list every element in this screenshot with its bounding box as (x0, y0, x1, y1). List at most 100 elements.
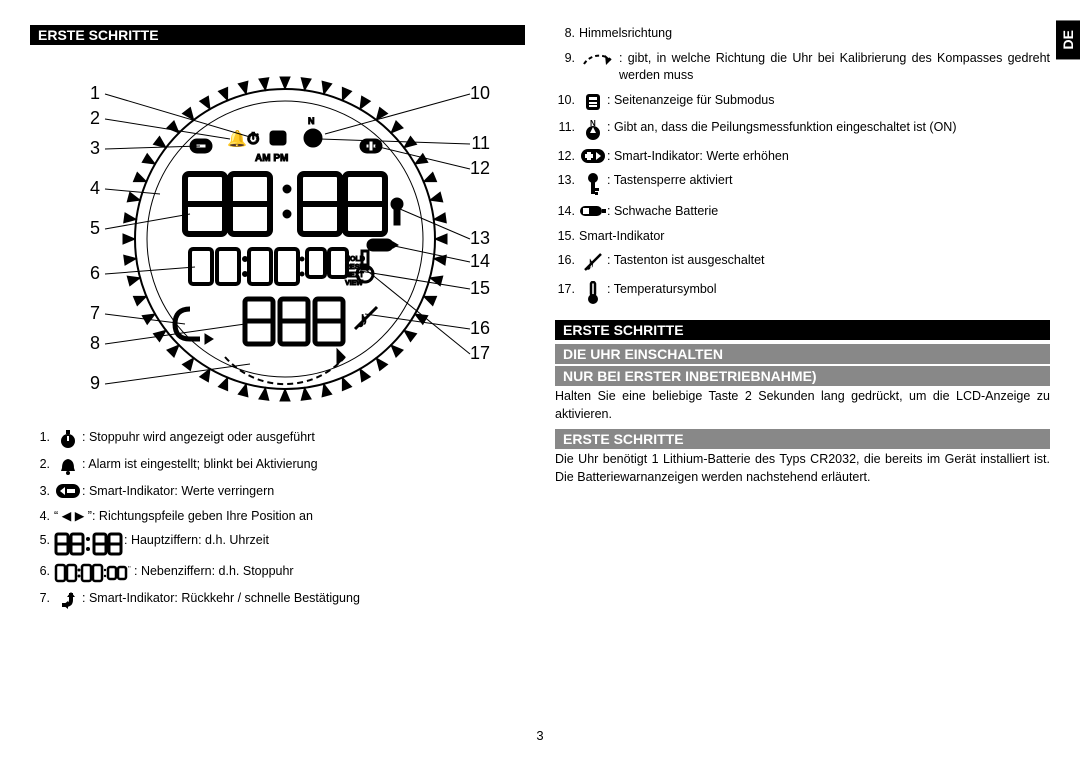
legend-text: : Temperatursymbol (607, 281, 1050, 299)
svg-text:⏱: ⏱ (247, 131, 259, 148)
legend-number: 1. (30, 429, 54, 447)
legend-number: 8. (555, 25, 579, 43)
small-digits-icon: '' (54, 563, 134, 583)
legend-item: 1. : Stoppuhr wird angezeigt oder ausgefü… (30, 429, 525, 449)
svg-text:12: 12 (470, 158, 490, 178)
legend-text: : Smart-Indikator: Rückkehr / schnelle B… (82, 590, 525, 608)
plus-pill-icon (579, 148, 607, 164)
legend-number: 2. (30, 456, 54, 474)
legend-text: : Hauptziffern: d.h. Uhrzeit (124, 532, 525, 550)
legend-number: 3. (30, 483, 54, 501)
legend-number: 5. (30, 532, 54, 550)
legend-item: 17. : Temperatursymbol (555, 281, 1050, 305)
legend-text: “ ◀ ▶ ”: Richtungspfeile geben Ihre Posi… (54, 508, 525, 526)
legend-text: : Smart-Indikator: Werte erhöhen (607, 148, 1050, 166)
key-icon (579, 172, 607, 196)
svg-text:13: 13 (470, 228, 490, 248)
legend-number: 4. (30, 508, 54, 526)
page: ERSTE SCHRITTE (30, 25, 1050, 725)
legend-text: : Stoppuhr wird angezeigt oder ausgeführ… (82, 429, 525, 447)
legend-number: 17. (555, 281, 579, 299)
return-icon (54, 590, 82, 610)
legend-number: 12. (555, 148, 579, 166)
svg-text:AM PM: AM PM (255, 153, 288, 164)
legend-number: 7. (30, 590, 54, 608)
svg-text:11: 11 (471, 133, 490, 153)
stopwatch-icon (54, 429, 82, 449)
svg-text:5: 5 (90, 218, 100, 238)
legend-item: 16.♪: Tastenton ist ausgeschaltet (555, 252, 1050, 274)
left-column: ERSTE SCHRITTE (30, 25, 525, 725)
legend-item: 13. : Tastensperre aktiviert (555, 172, 1050, 196)
svg-text:HOLD: HOLD (345, 256, 365, 263)
paragraph: Die Uhr benötigt 1 Lithium-Batterie des … (555, 451, 1050, 486)
minus-pill-icon (54, 483, 82, 499)
legend-number: 6. (30, 563, 54, 581)
legend-text: : gibt, in welche Richtung die Uhr bei K… (619, 50, 1050, 85)
svg-text:14: 14 (470, 251, 490, 271)
legend-text: : Tastenton ist ausgeschaltet (607, 252, 1050, 270)
svg-text:9: 9 (90, 373, 100, 393)
right-sections: ERSTE SCHRITTE DIE UHR EINSCHALTENNUR BEI… (555, 320, 1050, 492)
right-legend: 8.Himmelsrichtung9.: gibt, in welche Ric… (555, 25, 1050, 312)
svg-text:'': '' (128, 566, 131, 573)
legend-text: Himmelsrichtung (579, 25, 1050, 43)
legend-number: 15. (555, 228, 579, 246)
page-icon-icon (579, 92, 607, 112)
legend-number: 16. (555, 252, 579, 270)
legend-item: 3. : Smart-Indikator: Werte verringern (30, 483, 525, 501)
svg-text:NEXT: NEXT (345, 272, 364, 279)
legend-item: 10.: Seitenanzeige für Submodus (555, 92, 1050, 112)
legend-number: 14. (555, 203, 579, 221)
legend-text: : Nebenziffern: d.h. Stoppuhr (134, 563, 525, 581)
svg-text:2: 2 (90, 108, 100, 128)
legend-item: 6. '': Nebenziffern: d.h. Stoppuhr (30, 563, 525, 583)
svg-text:7: 7 (90, 303, 100, 323)
rot-arrow-icon (579, 50, 619, 68)
watch-diagram: 🔔 ⏱ N AM PM (30, 49, 525, 419)
legend-number: 13. (555, 172, 579, 190)
legend-text: : Smart-Indikator: Werte verringern (82, 483, 525, 501)
svg-text:6: 6 (90, 263, 100, 283)
legend-text: Smart-Indikator (579, 228, 1050, 246)
section-heading: DIE UHR EINSCHALTEN (555, 344, 1050, 364)
legend-item: 12. : Smart-Indikator: Werte erhöhen (555, 148, 1050, 166)
section-heading: ERSTE SCHRITTE (555, 429, 1050, 449)
legend-item: 4.“ ◀ ▶ ”: Richtungspfeile geben Ihre Po… (30, 508, 525, 526)
svg-text:3: 3 (90, 138, 100, 158)
legend-item: 5. : Hauptziffern: d.h. Uhrzeit (30, 532, 525, 556)
legend-item: 2. : Alarm ist eingestellt; blinkt bei Ak… (30, 456, 525, 476)
svg-text:1: 1 (90, 83, 100, 103)
legend-item: 11.N: Gibt an, dass die Peilungsmessfunk… (555, 119, 1050, 141)
legend-item: 7. : Smart-Indikator: Rückkehr / schnelle… (30, 590, 525, 610)
right-column: 8.Himmelsrichtung9.: gibt, in welche Ric… (555, 25, 1050, 725)
legend-text: : Alarm ist eingestellt; blinkt bei Akti… (82, 456, 525, 474)
bell-icon (54, 456, 82, 476)
legend-text: : Schwache Batterie (607, 203, 1050, 221)
page-number: 3 (536, 728, 543, 743)
section-heading: ERSTE SCHRITTE (555, 320, 1050, 340)
compass-n-icon: N (579, 119, 607, 141)
svg-text:16: 16 (470, 318, 490, 338)
left-legend: 1. : Stoppuhr wird angezeigt oder ausgefü… (30, 429, 525, 617)
legend-item: 8.Himmelsrichtung (555, 25, 1050, 43)
battery-icon (579, 203, 607, 219)
svg-text:8: 8 (90, 333, 100, 353)
svg-text:17: 17 (470, 343, 490, 363)
heading-erste-schritte: ERSTE SCHRITTE (30, 25, 525, 45)
svg-text:VIEW: VIEW (345, 280, 363, 287)
big-digits-icon (54, 532, 124, 556)
legend-item: 9. : gibt, in welche Richtung die Uhr bei… (555, 50, 1050, 85)
legend-text: : Seitenanzeige für Submodus (607, 92, 1050, 110)
svg-text:10: 10 (470, 83, 490, 103)
svg-text:N: N (308, 116, 315, 126)
mute-icon: ♪ (579, 252, 607, 274)
legend-number: 9. (555, 50, 579, 68)
legend-number: 11. (555, 119, 579, 137)
paragraph: Halten Sie eine beliebige Taste 2 Sekund… (555, 388, 1050, 423)
thermo-icon (579, 281, 607, 305)
legend-item: 14. : Schwache Batterie (555, 203, 1050, 221)
section-heading: NUR BEI ERSTER INBETRIEBNAHME) (555, 366, 1050, 386)
legend-item: 15.Smart-Indikator (555, 228, 1050, 246)
legend-text: : Tastensperre aktiviert (607, 172, 1050, 190)
